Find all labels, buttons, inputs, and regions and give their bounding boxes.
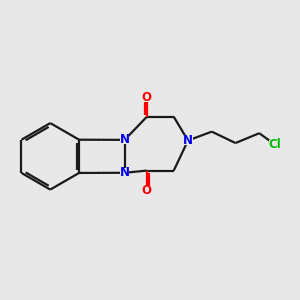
FancyBboxPatch shape — [120, 168, 129, 177]
Text: O: O — [142, 91, 152, 103]
FancyBboxPatch shape — [269, 140, 281, 149]
FancyBboxPatch shape — [142, 93, 152, 102]
Text: N: N — [120, 134, 130, 146]
FancyBboxPatch shape — [183, 136, 193, 145]
Text: O: O — [142, 184, 152, 197]
Text: N: N — [120, 166, 130, 179]
Text: Cl: Cl — [269, 138, 281, 151]
FancyBboxPatch shape — [120, 135, 129, 144]
FancyBboxPatch shape — [142, 186, 152, 195]
Text: N: N — [183, 134, 193, 147]
